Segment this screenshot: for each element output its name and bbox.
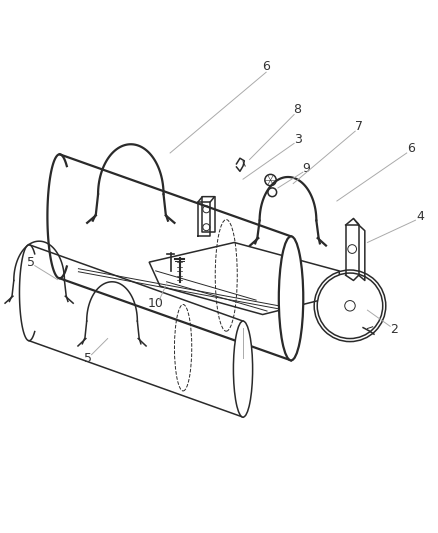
Text: 4: 4 [416,210,424,223]
Text: 10: 10 [148,297,164,310]
Circle shape [317,273,383,338]
Text: 3: 3 [293,133,301,147]
Text: 8: 8 [293,103,302,116]
Text: 7: 7 [355,120,363,133]
Ellipse shape [279,236,303,360]
Text: 2: 2 [390,324,398,336]
Text: 5: 5 [84,352,92,365]
Text: 9: 9 [302,161,310,175]
Text: 6: 6 [407,142,415,155]
Text: 5: 5 [27,256,35,269]
Text: 6: 6 [262,60,270,74]
Text: 1: 1 [239,357,247,370]
Ellipse shape [233,321,253,417]
